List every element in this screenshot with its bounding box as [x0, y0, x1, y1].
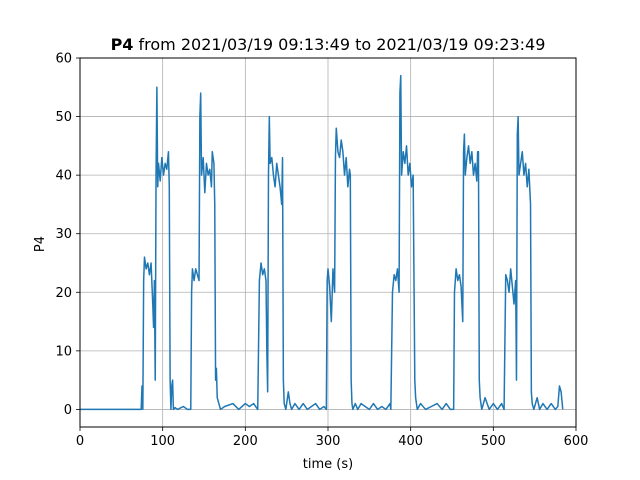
- y-axis: 0 10 20 30 40 50 60: [55, 52, 80, 418]
- x-tick-label: 400: [398, 434, 423, 449]
- x-axis-label: time (s): [303, 457, 353, 472]
- series-line: [80, 74, 564, 411]
- chart-title-rest: from 2021/03/19 09:13:49 to 2021/03/19 0…: [133, 35, 545, 54]
- x-tick-label: 300: [316, 434, 341, 449]
- y-axis-label: P4: [33, 236, 48, 252]
- y-tick-label: 30: [55, 227, 72, 242]
- x-axis: 0 100 200 300 400 500 600: [76, 427, 589, 449]
- y-tick-label: 60: [55, 52, 72, 67]
- x-tick-label: 0: [76, 434, 84, 449]
- x-tick-label: 500: [481, 434, 506, 449]
- chart-title: P4 from 2021/03/19 09:13:49 to 2021/03/1…: [111, 35, 546, 54]
- y-tick-label: 50: [55, 110, 72, 125]
- x-tick-label: 600: [564, 434, 589, 449]
- y-tick-label: 10: [55, 344, 72, 359]
- y-tick-label: 0: [64, 403, 72, 418]
- x-tick-label: 100: [150, 434, 175, 449]
- series-layer: [80, 74, 564, 411]
- chart-title-bold: P4: [111, 35, 134, 54]
- x-tick-label: 200: [233, 434, 258, 449]
- y-tick-label: 20: [55, 286, 72, 301]
- grid: [79, 57, 577, 427]
- y-tick-label: 40: [55, 169, 72, 184]
